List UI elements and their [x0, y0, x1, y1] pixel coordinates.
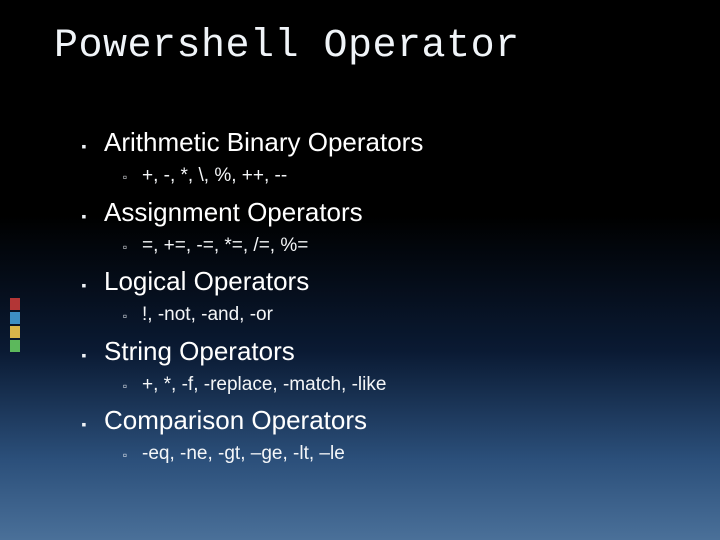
square-bullet-icon: ▪ — [78, 342, 90, 368]
chip-yellow — [10, 326, 20, 338]
list-item: ▪ Logical Operators — [78, 265, 680, 298]
item-heading: Arithmetic Binary Operators — [104, 126, 423, 159]
chip-red — [10, 298, 20, 310]
chip-green — [10, 340, 20, 352]
hollow-square-bullet-icon: ▫ — [120, 378, 130, 395]
list-subitem: ▫ +, *, -f, -replace, -match, -like — [120, 372, 680, 399]
item-detail: -eq, -ne, -gt, –ge, -lt, –le — [142, 441, 345, 468]
item-heading: Logical Operators — [104, 265, 309, 298]
slide-body: ▪ Arithmetic Binary Operators ▫ +, -, *,… — [78, 120, 680, 474]
item-detail: +, *, -f, -replace, -match, -like — [142, 372, 386, 399]
list-item: ▪ String Operators — [78, 335, 680, 368]
item-heading: String Operators — [104, 335, 295, 368]
item-detail: !, -not, -and, -or — [142, 302, 273, 329]
hollow-square-bullet-icon: ▫ — [120, 447, 130, 464]
list-subitem: ▫ -eq, -ne, -gt, –ge, -lt, –le — [120, 441, 680, 468]
list-item: ▪ Comparison Operators — [78, 404, 680, 437]
accent-chips — [10, 298, 20, 354]
list-subitem: ▫ !, -not, -and, -or — [120, 302, 680, 329]
hollow-square-bullet-icon: ▫ — [120, 308, 130, 325]
slide-title: Powershell Operator — [54, 24, 520, 69]
square-bullet-icon: ▪ — [78, 133, 90, 159]
item-detail: =, +=, -=, *=, /=, %= — [142, 233, 308, 260]
chip-blue — [10, 312, 20, 324]
list-item: ▪ Arithmetic Binary Operators — [78, 126, 680, 159]
list-item: ▪ Assignment Operators — [78, 196, 680, 229]
square-bullet-icon: ▪ — [78, 411, 90, 437]
item-heading: Comparison Operators — [104, 404, 367, 437]
hollow-square-bullet-icon: ▫ — [120, 169, 130, 186]
square-bullet-icon: ▪ — [78, 203, 90, 229]
hollow-square-bullet-icon: ▫ — [120, 239, 130, 256]
item-detail: +, -, *, \, %, ++, -- — [142, 163, 287, 190]
item-heading: Assignment Operators — [104, 196, 363, 229]
list-subitem: ▫ +, -, *, \, %, ++, -- — [120, 163, 680, 190]
square-bullet-icon: ▪ — [78, 272, 90, 298]
slide: Powershell Operator ▪ Arithmetic Binary … — [0, 0, 720, 540]
list-subitem: ▫ =, +=, -=, *=, /=, %= — [120, 233, 680, 260]
